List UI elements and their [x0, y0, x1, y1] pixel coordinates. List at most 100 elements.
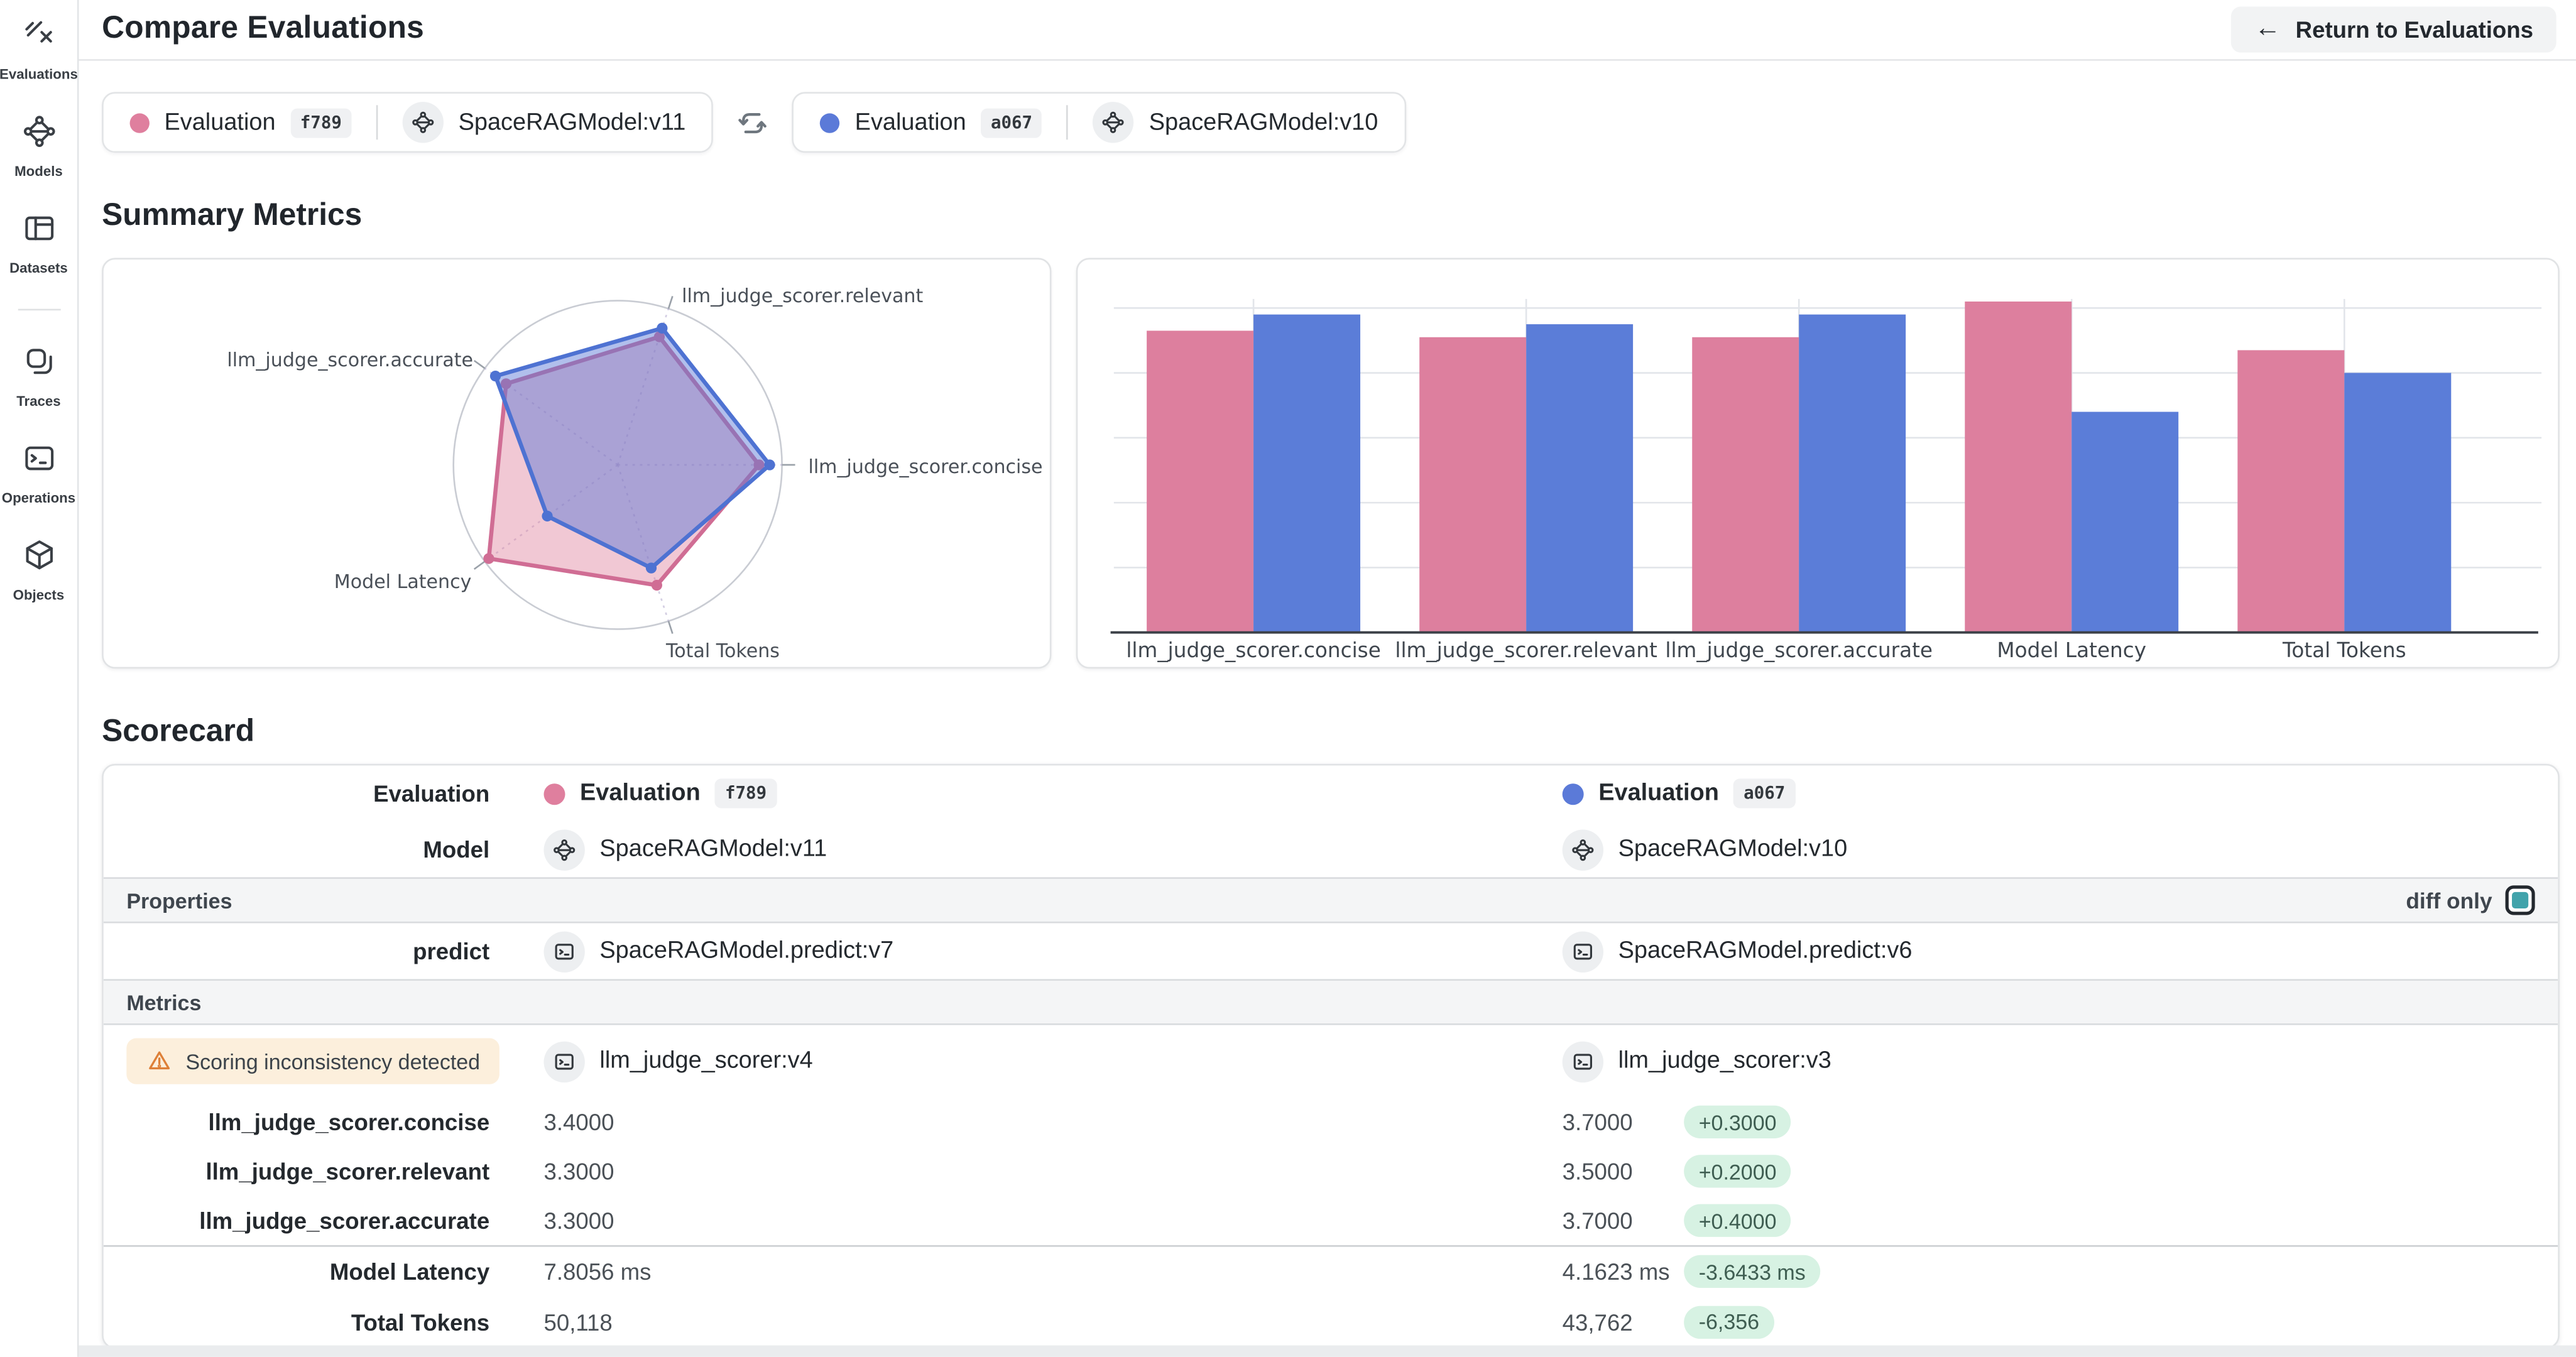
predict-op-chip-left[interactable]: SpaceRAGModel.predict:v7	[543, 930, 893, 972]
metric-diff-badge: +0.4000	[1684, 1204, 1792, 1237]
top-bar: Compare Evaluations ← Return to Evaluati…	[79, 0, 2576, 61]
metric-value-right: 3.7000	[1562, 1207, 1633, 1234]
return-to-evaluations-button[interactable]: ← Return to Evaluations	[2231, 6, 2557, 53]
evaluation-name: Evaluation	[164, 109, 276, 136]
radar-axis-label: Total Tokens	[665, 640, 780, 662]
objects-icon	[21, 537, 57, 582]
sidebar-item-models[interactable]: Models	[0, 113, 77, 179]
sidebar-item-operations[interactable]: Operations	[0, 440, 77, 506]
evaluations-icon	[21, 16, 57, 61]
scoring-warning-badge: Scoring inconsistency detected	[126, 1038, 500, 1084]
bar-category-label: llm_judge_scorer.relevant	[1395, 638, 1657, 662]
radar-axis-label: Model Latency	[334, 571, 472, 593]
bar-right	[1253, 314, 1361, 633]
diff-only-toggle[interactable]: diff only	[2406, 885, 2535, 915]
metric-row-model-latency: Model Latency 7.8056 ms 4.1623 ms -3.6433 m…	[103, 1245, 2558, 1296]
bar-right	[1799, 314, 1906, 633]
evaluation-color-dot	[543, 782, 565, 804]
metric-value-left: 3.4000	[543, 1108, 614, 1135]
evaluation-chip-left[interactable]: Evaluation f789	[543, 778, 777, 809]
summary-metrics-heading: Summary Metrics	[102, 199, 363, 234]
bar-category-label: Total Tokens	[2282, 638, 2406, 662]
evaluation-selector-row: Evaluation f789 SpaceRAGModel:v11 Evalua…	[79, 61, 2576, 153]
scorecard-evaluation-row: Evaluation Evaluation f789 Evaluation a067	[104, 765, 2558, 821]
warning-icon	[149, 1051, 170, 1070]
sidebar-item-label: Models	[14, 162, 63, 180]
op-icon	[543, 1040, 585, 1082]
metric-value-right: 3.5000	[1562, 1158, 1633, 1185]
scorer-op-chip-right[interactable]: llm_judge_scorer:v3	[1562, 1040, 1831, 1082]
bottom-page-strip	[79, 1346, 2576, 1357]
scorecard-model-row: Model SpaceRAGModel:v11 SpaceRAGModel:v1…	[104, 821, 2558, 877]
model-icon	[1562, 829, 1604, 870]
evaluation-chip-right[interactable]: Evaluation a067	[1562, 778, 1795, 809]
predict-op-chip-right[interactable]: SpaceRAGModel.predict:v6	[1562, 930, 1912, 972]
sidebar-item-traces[interactable]: Traces	[0, 343, 77, 409]
bar-right	[2344, 373, 2452, 633]
metric-rows: llm_judge_scorer.concise 3.4000 3.7000 +0.3…	[103, 1098, 2558, 1347]
evaluation-pill-left[interactable]: Evaluation f789 SpaceRAGModel:v11	[102, 92, 714, 153]
bar-left	[1692, 337, 1799, 633]
swap-icon	[739, 112, 767, 133]
scorecard-predict-row: predict SpaceRAGModel.predict:v7 SpaceRA…	[104, 924, 2558, 979]
return-button-label: Return to Evaluations	[2295, 16, 2534, 43]
diff-only-label: diff only	[2406, 888, 2492, 913]
metric-label: Model Latency	[329, 1258, 490, 1285]
metric-value-left: 50,118	[543, 1308, 613, 1335]
op-icon	[543, 930, 585, 972]
sidebar-item-label: Objects	[13, 586, 65, 603]
sidebar-item-objects[interactable]: Objects	[0, 537, 77, 603]
metric-diff-badge: +0.2000	[1684, 1155, 1792, 1188]
properties-section-header: Properties diff only	[103, 877, 2558, 924]
main-content: Compare Evaluations ← Return to Evaluati…	[79, 0, 2576, 1357]
metric-label: Total Tokens	[351, 1308, 490, 1335]
metric-row-total-tokens: Total Tokens 50,118 43,762 -6,356	[104, 1296, 2558, 1347]
sidebar-item-label: Datasets	[9, 259, 68, 276]
page-title: Compare Evaluations	[102, 11, 425, 46]
bar-left	[1147, 330, 1254, 633]
metric-value-right: 4.1623 ms	[1562, 1258, 1670, 1285]
evaluation-id-badge: a067	[981, 107, 1042, 138]
bar-category-label: llm_judge_scorer.concise	[1126, 638, 1380, 662]
pill-divider	[376, 105, 378, 140]
back-arrow-icon: ←	[2254, 14, 2281, 43]
metric-diff-badge: -3.6433 ms	[1684, 1255, 1821, 1288]
metric-label: llm_judge_scorer.concise	[208, 1108, 490, 1135]
metric-diff-badge: +0.3000	[1684, 1105, 1792, 1139]
op-icon	[1562, 1040, 1604, 1082]
model-chip-left[interactable]: SpaceRAGModel:v11	[543, 829, 827, 870]
model-name: SpaceRAGModel:v11	[458, 109, 686, 136]
sidebar-item-label: Traces	[16, 392, 61, 410]
scorer-op-chip-left[interactable]: llm_judge_scorer:v4	[543, 1040, 813, 1082]
evaluation-pill-right[interactable]: Evaluation a067 SpaceRAGModel:v10	[792, 92, 1406, 153]
radar-chart-card: llm_judge_scorer.relevant llm_judge_score…	[102, 258, 1052, 669]
pill-divider	[1067, 105, 1069, 140]
evaluation-name: Evaluation	[854, 109, 966, 136]
model-icon	[543, 829, 585, 870]
model-icon	[1093, 102, 1135, 143]
bar-category-label: Model Latency	[1997, 638, 2146, 662]
metric-value-left: 3.3000	[543, 1207, 614, 1234]
bar-left	[1965, 301, 2072, 633]
op-icon	[1562, 930, 1604, 972]
bar-right	[2071, 411, 2179, 633]
sidebar-item-datasets[interactable]: Datasets	[0, 210, 77, 276]
metric-value-left: 3.3000	[543, 1158, 614, 1185]
diff-only-checkbox[interactable]	[2505, 885, 2535, 915]
metric-value-right: 43,762	[1562, 1308, 1633, 1335]
sidebar-item-evaluations[interactable]: Evaluations	[0, 16, 78, 82]
sidebar: Evaluations Models Datasets Traces Operation…	[0, 0, 79, 1357]
scorecard-heading: Scorecard	[102, 714, 255, 749]
datasets-icon	[21, 210, 57, 255]
sidebar-item-label: Operations	[1, 489, 76, 506]
radar-axis-label: llm_judge_scorer.concise	[808, 456, 1042, 478]
model-chip-right[interactable]: SpaceRAGModel:v10	[1562, 829, 1847, 870]
metric-diff-badge: -6,356	[1684, 1305, 1774, 1338]
metrics-section-header: Metrics	[103, 979, 2558, 1025]
bar-chart-card: llm_judge_scorer.concise llm_judge_scorer…	[1076, 258, 2560, 669]
swap-evaluations-button[interactable]	[735, 104, 772, 141]
evaluation-id-badge: f789	[715, 778, 777, 809]
evaluation-id-badge: f789	[290, 107, 352, 138]
row-label: predict	[413, 938, 490, 964]
